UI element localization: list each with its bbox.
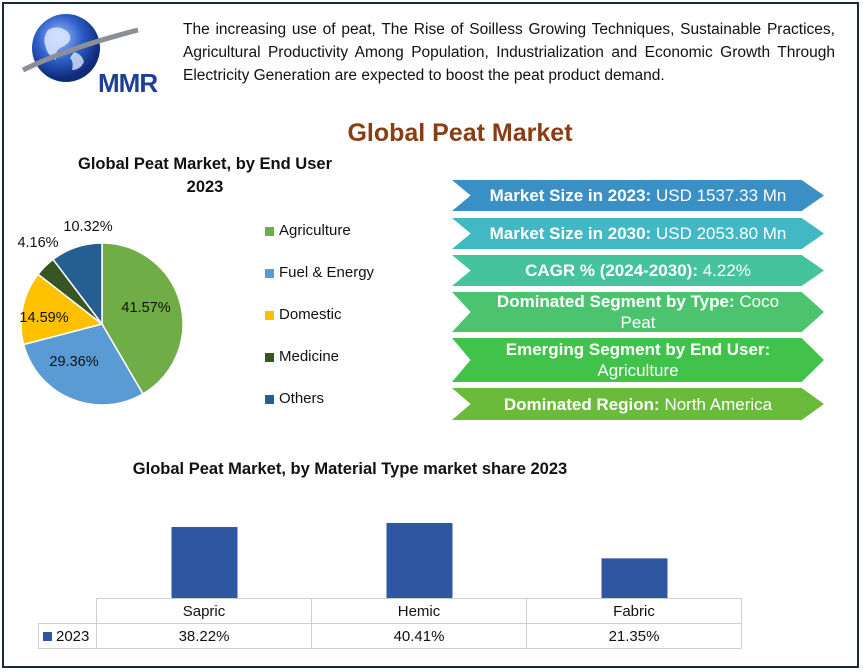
highlight-value: USD 1537.33 Mn [655, 186, 787, 205]
legend-swatch [265, 395, 274, 404]
bar-data-table: Sapric Hemic Fabric 2023 38.22% 40.41% 2… [38, 598, 742, 649]
table-series-cell: 2023 [38, 623, 97, 649]
highlight-value: Coco Peat [620, 292, 780, 332]
highlight-label: Dominated Segment by Type: [496, 292, 735, 311]
bar-chart-title: Global Peat Market, by Material Type mar… [132, 460, 568, 478]
legend-item: Agriculture [265, 222, 374, 264]
pie-data-label: 29.36% [49, 354, 98, 370]
table-series-name: 2023 [56, 627, 90, 645]
highlight-label: Emerging Segment by End User: [505, 340, 771, 359]
pie-legend: Agriculture Fuel & Energy Domestic Medicine… [265, 222, 374, 432]
pie-chart: 41.57% 29.36% 14.59% 4.16% 10.32% [17, 219, 184, 406]
legend-item: Others [265, 390, 374, 432]
globe-icon [21, 14, 139, 82]
main-title: Global Peat Market [347, 119, 573, 147]
table-category-hemic: Hemic [311, 598, 527, 624]
highlight-value: Agriculture [597, 361, 679, 380]
logo-text: MMR [98, 68, 158, 98]
table-value-hemic: 40.41% [311, 623, 527, 649]
intro-paragraph: The increasing use of peat, The Rise of … [183, 21, 835, 84]
mmr-logo: MMR [18, 8, 158, 98]
pie-data-label: 10.32% [63, 219, 112, 235]
pie-data-label: 14.59% [19, 310, 68, 326]
bar-hemic [386, 522, 453, 598]
pie-slice-domestic [20, 273, 104, 346]
legend-swatch [265, 311, 274, 320]
bar-sapric [171, 527, 238, 598]
pie-slice-fuel-energy [22, 323, 144, 406]
pie-chart-title: Global Peat Market, by End User 2023 [40, 153, 370, 199]
pie-title-line1: Global Peat Market, by End User [78, 155, 332, 173]
pie-slice-agriculture [101, 242, 184, 395]
legend-swatch [265, 353, 274, 362]
series-swatch [43, 631, 52, 641]
legend-item: Domestic [265, 306, 374, 348]
legend-item: Fuel & Energy [265, 264, 374, 306]
highlight-label: CAGR % (2024-2030): [525, 261, 698, 280]
highlight-value: North America [664, 394, 773, 414]
legend-swatch [265, 227, 274, 236]
legend-item: Medicine [265, 348, 374, 390]
legend-label: Domestic [279, 306, 342, 323]
table-header-row: Sapric Hemic Fabric [38, 598, 742, 624]
table-row: 2023 38.22% 40.41% 21.35% [38, 623, 742, 649]
table-category-fabric: Fabric [526, 598, 742, 624]
table-value-sapric: 38.22% [96, 623, 312, 649]
highlight-value: 4.22% [702, 261, 751, 280]
highlight-label: Dominated Region: [503, 394, 660, 414]
legend-label: Medicine [279, 348, 340, 365]
highlight-arrow: Emerging Segment by End User: Agriculture [452, 338, 824, 382]
highlight-label: Market Size in 2030: [489, 224, 652, 243]
highlight-arrow: Market Size in 2023: USD 1537.33 Mn [452, 180, 824, 211]
legend-label: Others [279, 390, 325, 407]
highlight-arrow: CAGR % (2024-2030): 4.22% [452, 255, 824, 286]
highlight-label: Market Size in 2023: [489, 186, 652, 205]
bar-chart [171, 522, 668, 598]
table-value-fabric: 21.35% [526, 623, 742, 649]
highlight-arrow: Dominated Segment by Type: Coco Peat [452, 292, 824, 332]
highlight-value: USD 2053.80 Mn [655, 224, 787, 243]
highlight-arrow: Dominated Region: North America [452, 388, 824, 420]
pie-title-line2: 2023 [186, 178, 224, 196]
legend-label: Fuel & Energy [279, 264, 375, 281]
table-corner-cell [38, 598, 97, 624]
pie-data-label: 4.16% [17, 235, 58, 251]
legend-label: Agriculture [279, 222, 351, 239]
bar-fabric [601, 558, 668, 598]
legend-swatch [265, 269, 274, 278]
table-category-sapric: Sapric [96, 598, 312, 624]
highlight-arrow: Market Size in 2030: USD 2053.80 Mn [452, 218, 824, 249]
pie-data-label: 41.57% [121, 300, 170, 316]
pie-slice-others [52, 242, 103, 327]
